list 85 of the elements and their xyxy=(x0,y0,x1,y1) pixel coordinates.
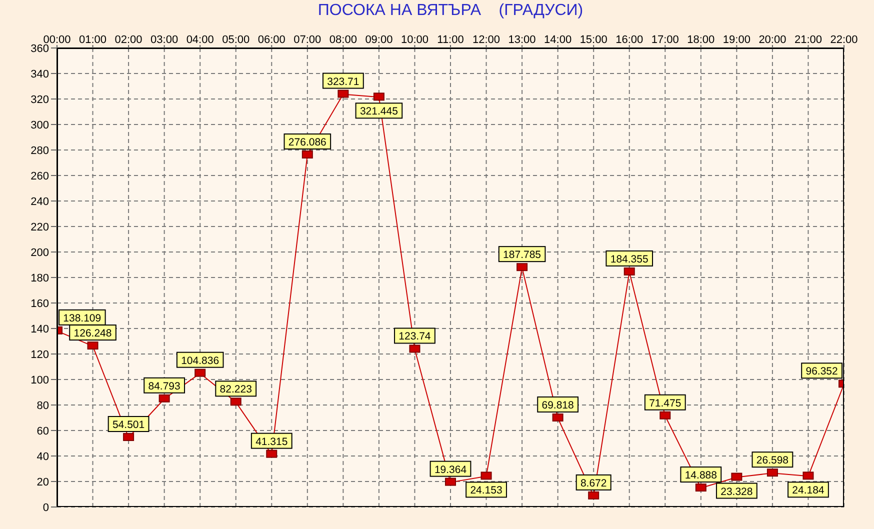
point xyxy=(87,342,98,350)
y-tick-label: 320 xyxy=(30,94,49,106)
x-tick-label: 09:00 xyxy=(365,34,393,46)
y-tick-label: 200 xyxy=(30,246,49,259)
data-label: 187.785 xyxy=(503,249,542,262)
point xyxy=(695,484,706,492)
point xyxy=(158,394,170,402)
data-label: 104.836 xyxy=(181,354,220,367)
y-tick-label: 40 xyxy=(36,450,49,463)
y-tick-label: 300 xyxy=(30,119,49,132)
chart-title: ПОСОКА НА ВЯТЪРА (ГРАДУСИ) xyxy=(316,2,584,20)
y-tick-label: 180 xyxy=(30,272,49,284)
point xyxy=(338,90,349,98)
y-tick-label: 340 xyxy=(30,68,49,80)
data-label: 14.888 xyxy=(684,470,718,482)
point xyxy=(302,150,313,158)
point xyxy=(266,450,278,458)
point xyxy=(588,491,600,500)
point xyxy=(123,433,134,442)
data-label: 96.352 xyxy=(806,366,838,378)
x-tick-label: 05:00 xyxy=(222,34,250,46)
point xyxy=(731,472,742,481)
y-tick-label: 20 xyxy=(36,476,49,488)
x-tick-label: 17:00 xyxy=(651,34,679,46)
x-tick-label: 01:00 xyxy=(79,34,107,46)
x-tick-label: 18:00 xyxy=(687,34,715,46)
y-tick-label: 260 xyxy=(30,170,49,182)
data-label: 138.109 xyxy=(63,312,102,324)
x-tick-label: 15:00 xyxy=(580,34,608,46)
x-tick-label: 02:00 xyxy=(114,34,142,46)
x-tick-label: 03:00 xyxy=(150,34,178,46)
point xyxy=(480,472,492,480)
data-label: 323.71 xyxy=(327,76,360,88)
data-label: 8.672 xyxy=(580,477,607,490)
y-tick-label: 120 xyxy=(30,348,49,361)
x-tick-label: 10:00 xyxy=(400,34,428,46)
data-label: 321.445 xyxy=(360,106,398,118)
data-label: 184.355 xyxy=(610,253,648,266)
x-tick-label: 20:00 xyxy=(758,34,786,46)
y-tick-label: 80 xyxy=(36,400,49,412)
point xyxy=(802,472,814,480)
data-label: 54.501 xyxy=(112,419,145,432)
point xyxy=(766,468,778,477)
point xyxy=(552,413,564,422)
point xyxy=(445,478,456,486)
data-label: 123.74 xyxy=(398,330,431,343)
data-label: 126.248 xyxy=(74,328,112,340)
x-tick-label: 04:00 xyxy=(186,34,214,46)
data-label: 41.315 xyxy=(256,436,288,448)
data-label: 276.086 xyxy=(288,136,327,148)
y-tick-label: 0 xyxy=(42,502,49,514)
data-label: 84.793 xyxy=(148,380,181,392)
data-label: 19.364 xyxy=(434,464,467,476)
y-tick-label: 60 xyxy=(36,425,49,438)
point xyxy=(373,92,384,101)
point xyxy=(409,344,420,353)
data-label: 82.223 xyxy=(220,384,252,396)
x-tick-label: 14:00 xyxy=(544,34,572,46)
y-tick-label: 280 xyxy=(30,144,49,157)
point xyxy=(194,368,206,377)
point xyxy=(660,411,671,420)
data-label: 69.818 xyxy=(542,399,574,412)
point xyxy=(516,263,528,272)
data-label: 24.153 xyxy=(470,484,502,497)
x-tick-label: 12:00 xyxy=(472,34,500,46)
data-label: 24.184 xyxy=(792,484,824,497)
data-label: 26.598 xyxy=(756,454,789,467)
y-tick-label: 160 xyxy=(30,298,49,310)
x-tick-label: 16:00 xyxy=(616,34,644,46)
data-label: 71.475 xyxy=(649,397,682,410)
data-label: 23.328 xyxy=(720,486,753,498)
x-tick-label: 08:00 xyxy=(329,34,357,46)
x-tick-label: 07:00 xyxy=(294,34,322,46)
x-tick-label: 13:00 xyxy=(508,34,536,46)
x-tick-label: 06:00 xyxy=(258,34,286,46)
x-tick-label: 21:00 xyxy=(794,34,822,46)
y-tick-label: 140 xyxy=(30,323,49,336)
x-tick-label: 19:00 xyxy=(722,34,750,46)
x-tick-label: 11:00 xyxy=(437,34,464,46)
point xyxy=(624,267,635,276)
x-tick-label: 22:00 xyxy=(830,34,858,46)
y-tick-label: 240 xyxy=(30,196,49,208)
y-tick-label: 100 xyxy=(30,374,49,386)
point xyxy=(230,398,242,406)
y-tick-label: 220 xyxy=(30,221,49,234)
